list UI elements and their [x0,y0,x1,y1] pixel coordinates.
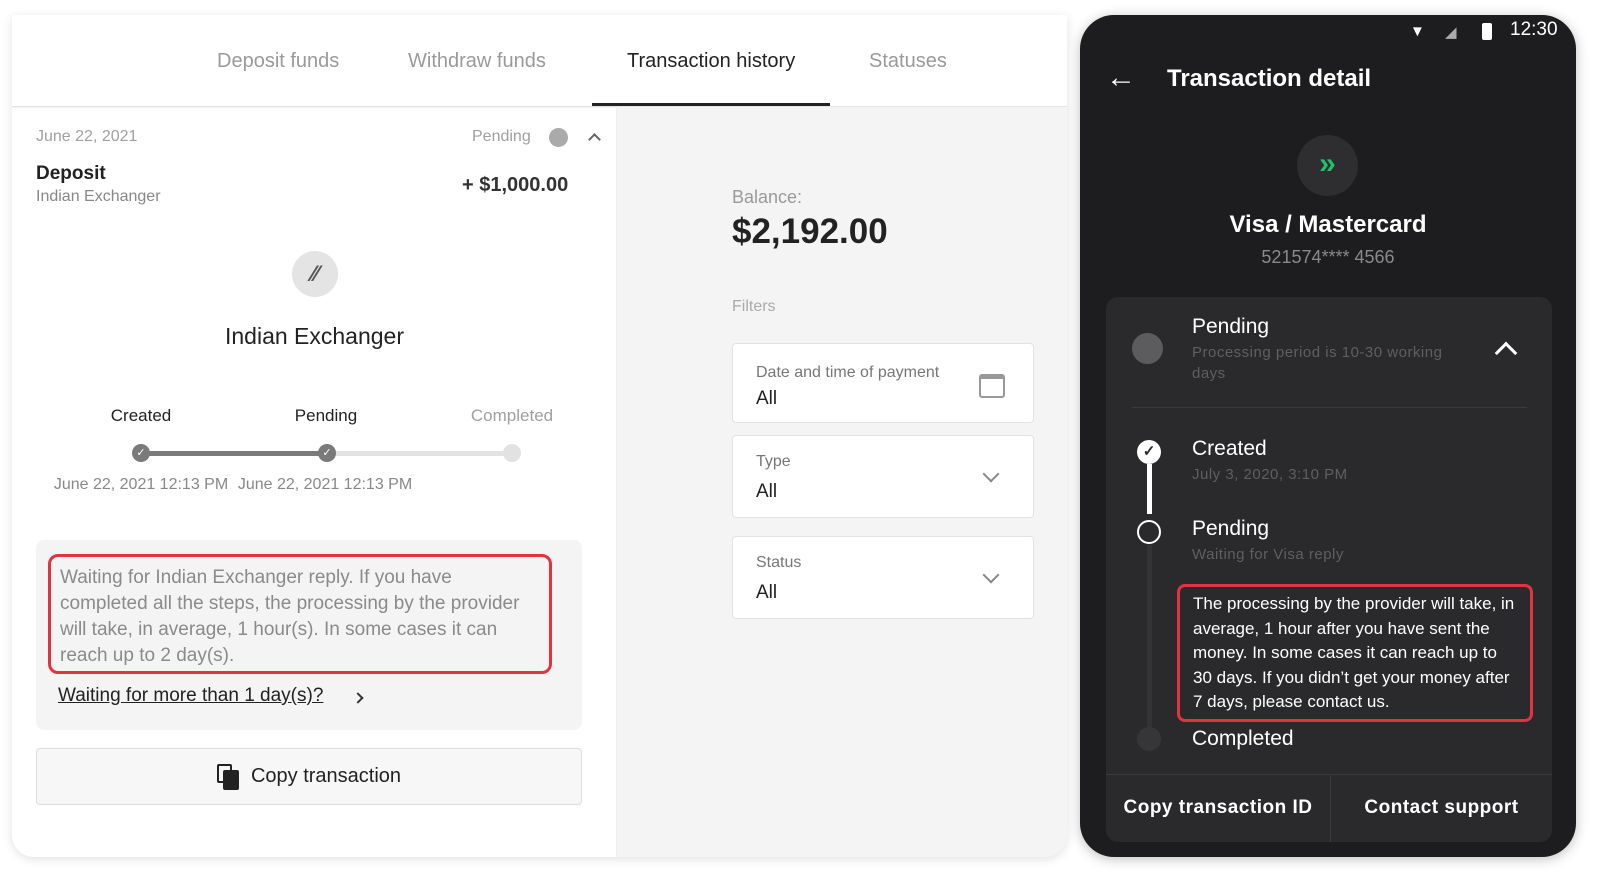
copy-transaction-id-button[interactable]: Copy transaction ID [1123,796,1313,818]
transaction-provider: Indian Exchanger [36,188,161,205]
web-panel: Deposit funds Withdraw funds Transaction… [12,15,1067,857]
transaction-type: Deposit [36,163,106,184]
divider [1106,774,1552,775]
status-filter-label: Status [756,554,802,571]
tab-transaction-history[interactable]: Transaction history [627,50,796,72]
transaction-status: Pending [472,128,531,145]
clock-icon [1132,333,1163,364]
chevron-down-icon [982,465,1000,483]
timeline-done [1147,464,1152,514]
timeline-pending-sub: Waiting for Visa reply [1192,546,1344,563]
status-sheet: Pending Processing period is 10-30 worki… [1106,297,1552,842]
tab-deposit-funds[interactable]: Deposit funds [217,50,340,72]
tab-statuses[interactable]: Statuses [869,50,947,72]
contact-support-button[interactable]: Contact support [1364,796,1519,818]
calendar-icon [979,374,1005,398]
status-subtitle: Processing period is 10-30 working days [1192,344,1443,382]
provider-logo-icon: ⁄⁄ [292,251,338,297]
transaction-amount: + $1,000.00 [462,174,569,196]
type-filter-value: All [756,481,778,502]
date-filter-label: Date and time of payment [756,364,940,381]
divider [1330,775,1331,842]
step-label-created: Created [110,406,172,425]
phone-panel: ▼ ◢ 12:30 ← Transaction detail » Visa / … [1080,15,1576,857]
tab-withdraw-funds[interactable]: Withdraw funds [408,50,546,72]
balance-value: $2,192.00 [732,212,888,251]
check-icon: ✓ [132,444,150,462]
copy-transaction-button[interactable]: Copy transaction [36,748,582,805]
chevron-down-icon [982,566,1000,584]
balance-label: Balance: [732,187,803,207]
check-icon: ✓ [318,444,336,462]
active-tab-indicator [592,103,830,106]
progress-remaining [327,451,512,456]
timeline-pending: Pending [1192,517,1270,540]
timeline-completed: Completed [1192,727,1294,750]
step-date-pending: June 22, 2021 12:13 PM [237,476,413,493]
tab-bar: Deposit funds Withdraw funds Transaction… [12,15,1067,107]
step-label-pending: Pending [294,406,358,425]
check-icon: ✓ [1137,440,1161,464]
status-filter[interactable]: Status All [732,536,1034,619]
progress-done [141,451,327,456]
date-filter-value: All [756,388,778,409]
battery-icon [1482,23,1492,40]
copy-icon [216,763,239,790]
screen-title: Transaction detail [1167,65,1372,92]
provider-title: Indian Exchanger [224,323,404,349]
copy-transaction-label: Copy transaction [250,765,402,787]
completed-dot-icon [1137,727,1161,751]
timeline-created: Created [1192,437,1267,460]
highlighted-message: The processing by the provider will take… [1177,584,1533,722]
status-time: 12:30 [1510,19,1558,40]
chevron-up-icon[interactable] [588,133,601,146]
info-box: Waiting for Indian Exchanger reply. If y… [36,540,582,730]
status-filter-value: All [756,582,778,603]
timeline-remaining [1147,545,1152,730]
chevron-up-icon[interactable] [1494,341,1518,365]
filters-title: Filters [732,298,776,315]
date-filter[interactable]: Date and time of payment All [732,343,1034,423]
back-arrow-icon[interactable]: ← [1106,61,1136,94]
step-label-completed: Completed [470,406,554,425]
card-number: 521574**** 4566 [1261,247,1395,267]
clock-icon [549,128,568,147]
chevron-right-icon[interactable] [352,692,364,704]
timeline-created-date: July 3, 2020, 3:10 PM [1192,466,1348,483]
double-chevron-icon: » [1297,135,1358,196]
highlighted-message: Waiting for Indian Exchanger reply. If y… [48,554,552,674]
pending-circle-icon [1137,520,1161,544]
step-pending-dot [503,444,521,462]
transaction-date: June 22, 2021 [36,128,138,145]
transaction-card: June 22, 2021 Pending Deposit Indian Exc… [12,108,617,857]
signal-icon: ◢ [1445,24,1457,41]
payment-method: Visa / Mastercard [1229,211,1427,238]
type-filter[interactable]: Type All [732,435,1034,518]
status-title: Pending [1192,315,1270,338]
divider [1132,407,1527,408]
wifi-icon: ▼ [1410,23,1425,40]
type-filter-label: Type [756,453,791,470]
step-date-created: June 22, 2021 12:13 PM [53,476,229,493]
help-link[interactable]: Waiting for more than 1 day(s)? [58,685,324,706]
